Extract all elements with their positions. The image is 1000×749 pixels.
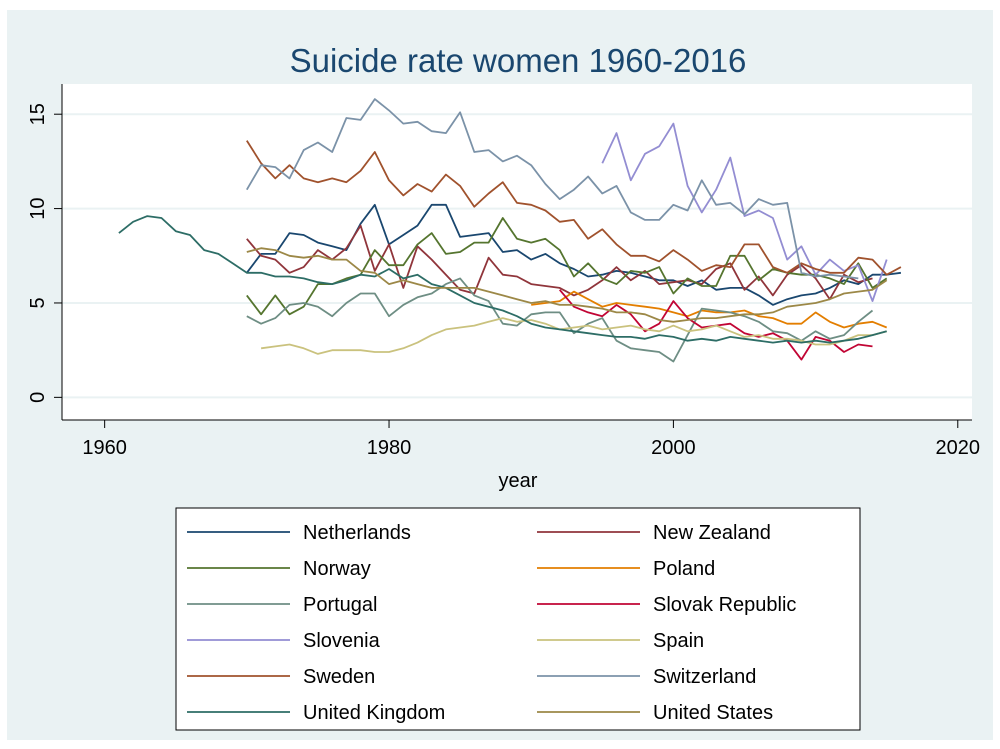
series-line-portugal	[246, 277, 874, 363]
legend-label-new-zealand: New Zealand	[653, 522, 771, 544]
x-axis-label: year	[499, 470, 538, 492]
x-tick-label: 2020	[936, 437, 981, 459]
x-tick-label: 1960	[82, 437, 127, 459]
legend-label-slovenia: Slovenia	[303, 630, 381, 652]
series-line-spain	[260, 317, 887, 355]
legend-box	[175, 507, 861, 731]
y-tick-label: 5	[27, 297, 49, 308]
y-tick-label: 0	[27, 392, 49, 403]
chart-title: Suicide rate women 1960-2016	[290, 42, 747, 79]
legend-label-netherlands: Netherlands	[303, 522, 411, 544]
legend-label-portugal: Portugal	[303, 594, 378, 616]
series-line-switzerland	[246, 98, 859, 280]
plot-area	[62, 84, 972, 420]
y-axis: 0 5 10 15	[27, 84, 63, 420]
legend-label-spain: Spain	[653, 630, 704, 652]
series-line-united-kingdom	[118, 215, 887, 344]
x-axis: 1960 1980 2000 2020	[62, 419, 981, 459]
legend-label-united-states: United States	[653, 702, 773, 724]
series-line-sweden	[246, 140, 902, 276]
legend-label-sweden: Sweden	[303, 666, 375, 688]
legend-label-united-kingdom: United Kingdom	[303, 702, 445, 724]
legend-label-switzerland: Switzerland	[653, 666, 756, 688]
y-tick-label: 10	[27, 197, 49, 219]
series-line-poland	[531, 290, 888, 329]
series-line-new-zealand	[246, 224, 873, 301]
series-lines	[118, 98, 902, 363]
gridlines	[62, 113, 972, 399]
x-tick-label: 2000	[651, 437, 696, 459]
series-line-united-states	[246, 247, 888, 323]
series-line-slovenia	[601, 122, 888, 303]
legend: Netherlands New Zealand Norway Poland Portug…	[175, 507, 861, 731]
x-tick-label: 1980	[367, 437, 412, 459]
y-tick-label: 15	[27, 103, 49, 125]
legend-label-slovak-republic: Slovak Republic	[653, 594, 796, 616]
legend-label-poland: Poland	[653, 558, 715, 580]
legend-label-norway: Norway	[303, 558, 371, 580]
